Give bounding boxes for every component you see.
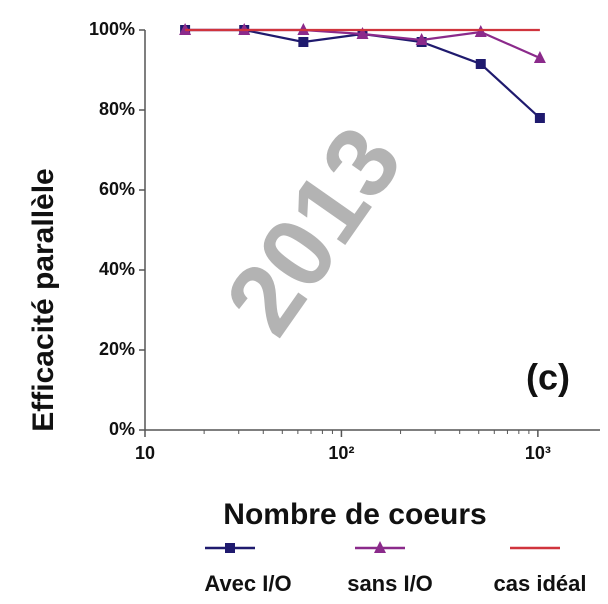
marker [534,113,545,123]
watermark: 2013 [204,107,423,353]
panel-label: (c) [526,357,570,398]
marker [298,37,309,47]
marker [415,33,428,45]
legend-label: cas idéal [494,571,587,596]
y-tick-label: 100% [89,19,135,39]
y-tick-label: 80% [99,99,135,119]
y-tick-label: 40% [99,259,135,279]
x-tick-label: 10² [328,443,354,463]
x-tick-label: 10³ [525,443,551,463]
legend-label: Avec I/O [204,571,291,596]
x-tick-label: 10 [135,443,155,463]
marker [533,51,546,63]
series-line [185,28,541,119]
legend-marker [225,543,235,553]
x-axis-label: Nombre de coeurs [223,498,486,531]
y-axis-label: Efficacité parallèle [27,168,60,431]
y-tick-label: 60% [99,179,135,199]
y-tick-label: 20% [99,339,135,359]
marker [356,27,369,39]
marker [475,59,486,69]
legend-label: sans I/O [347,571,433,596]
legend-marker [374,541,386,553]
y-tick-label: 0% [109,419,135,439]
